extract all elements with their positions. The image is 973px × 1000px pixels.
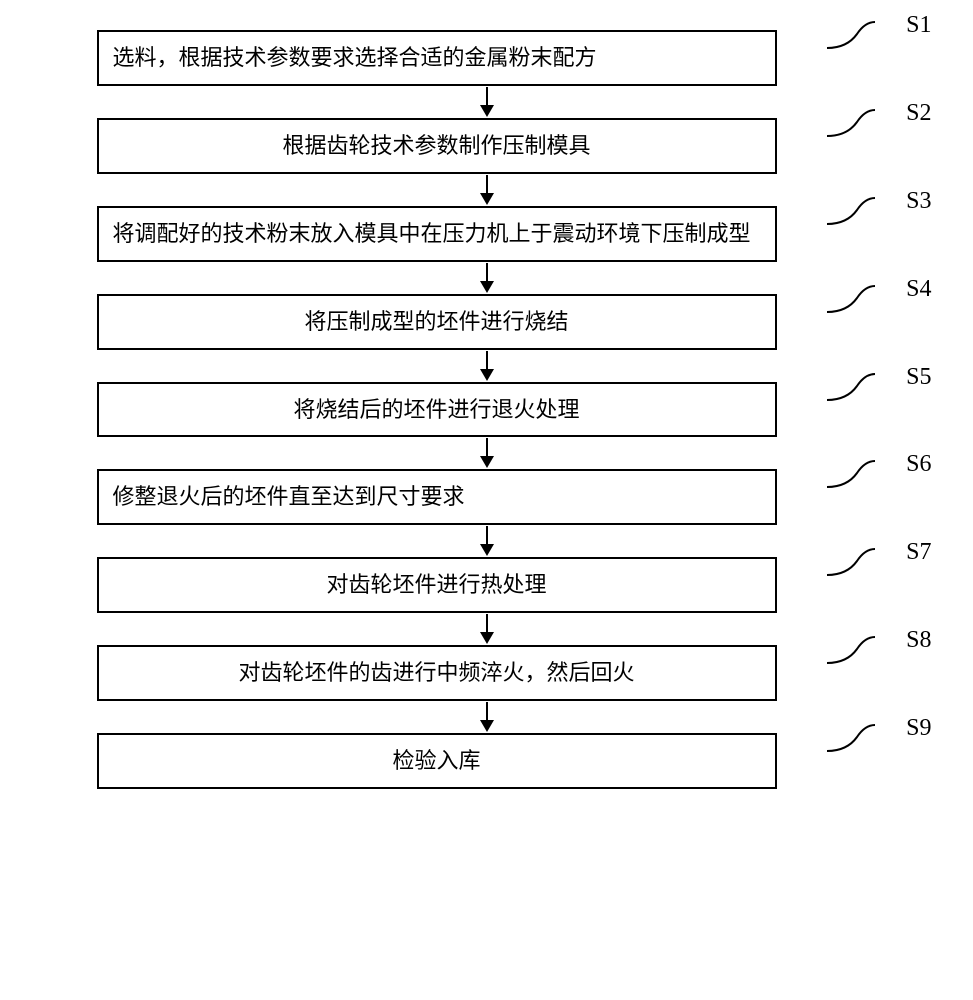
step-label-s9: S9 <box>906 715 931 742</box>
step-box-s6: 修整退火后的坯件直至达到尺寸要求 <box>97 469 777 525</box>
step-row-s8: 对齿轮坯件的齿进行中频淬火，然后回火 S8 <box>97 645 877 701</box>
step-label-s7: S7 <box>906 539 931 566</box>
step-label-s1: S1 <box>906 12 931 39</box>
step-box-s9: 检验入库 <box>97 733 777 789</box>
step-row-s5: 将烧结后的坯件进行退火处理 S5 <box>97 382 877 438</box>
step-box-s7: 对齿轮坯件进行热处理 <box>97 557 777 613</box>
arrow-icon <box>147 86 827 118</box>
step-text-s8: 对齿轮坯件的齿进行中频淬火，然后回火 <box>238 657 634 689</box>
step-text-s3: 将调配好的技术粉末放入模具中在压力机上于震动环境下压制成型 <box>113 218 751 250</box>
connector-curve-icon <box>825 196 885 236</box>
step-text-s2: 根据齿轮技术参数制作压制模具 <box>282 130 590 162</box>
step-text-s6: 修整退火后的坯件直至达到尺寸要求 <box>113 481 465 513</box>
step-label-s2: S2 <box>906 100 931 127</box>
step-row-s1: 选料，根据技术参数要求选择合适的金属粉末配方 S1 <box>97 30 877 86</box>
step-text-s1: 选料，根据技术参数要求选择合适的金属粉末配方 <box>113 42 597 74</box>
step-box-s3: 将调配好的技术粉末放入模具中在压力机上于震动环境下压制成型 <box>97 206 777 262</box>
connector-curve-icon <box>825 20 885 60</box>
step-text-s4: 将压制成型的坯件进行烧结 <box>304 306 568 338</box>
step-box-s4: 将压制成型的坯件进行烧结 <box>97 294 777 350</box>
connector-curve-icon <box>825 459 885 499</box>
step-row-s2: 根据齿轮技术参数制作压制模具 S2 <box>97 118 877 174</box>
step-box-s8: 对齿轮坯件的齿进行中频淬火，然后回火 <box>97 645 777 701</box>
step-label-s8: S8 <box>906 627 931 654</box>
step-text-s7: 对齿轮坯件进行热处理 <box>326 569 546 601</box>
step-label-s6: S6 <box>906 451 931 478</box>
connector-curve-icon <box>825 635 885 675</box>
arrow-icon <box>147 437 827 469</box>
step-row-s3: 将调配好的技术粉末放入模具中在压力机上于震动环境下压制成型 S3 <box>97 206 877 262</box>
step-row-s9: 检验入库 S9 <box>97 733 877 789</box>
step-row-s6: 修整退火后的坯件直至达到尺寸要求 S6 <box>97 469 877 525</box>
arrow-icon <box>147 613 827 645</box>
flowchart-container: 选料，根据技术参数要求选择合适的金属粉末配方 S1 根据齿轮技术参数制作压制模具… <box>97 30 877 789</box>
step-label-s5: S5 <box>906 364 931 391</box>
step-box-s1: 选料，根据技术参数要求选择合适的金属粉末配方 <box>97 30 777 86</box>
connector-curve-icon <box>825 723 885 763</box>
connector-curve-icon <box>825 108 885 148</box>
connector-curve-icon <box>825 547 885 587</box>
step-text-s5: 将烧结后的坯件进行退火处理 <box>293 394 579 426</box>
arrow-icon <box>147 525 827 557</box>
arrow-icon <box>147 701 827 733</box>
step-row-s7: 对齿轮坯件进行热处理 S7 <box>97 557 877 613</box>
arrow-icon <box>147 350 827 382</box>
step-row-s4: 将压制成型的坯件进行烧结 S4 <box>97 294 877 350</box>
connector-curve-icon <box>825 372 885 412</box>
step-label-s4: S4 <box>906 276 931 303</box>
step-box-s2: 根据齿轮技术参数制作压制模具 <box>97 118 777 174</box>
step-text-s9: 检验入库 <box>392 745 480 777</box>
step-label-s3: S3 <box>906 188 931 215</box>
arrow-icon <box>147 174 827 206</box>
connector-curve-icon <box>825 284 885 324</box>
step-box-s5: 将烧结后的坯件进行退火处理 <box>97 382 777 438</box>
arrow-icon <box>147 262 827 294</box>
